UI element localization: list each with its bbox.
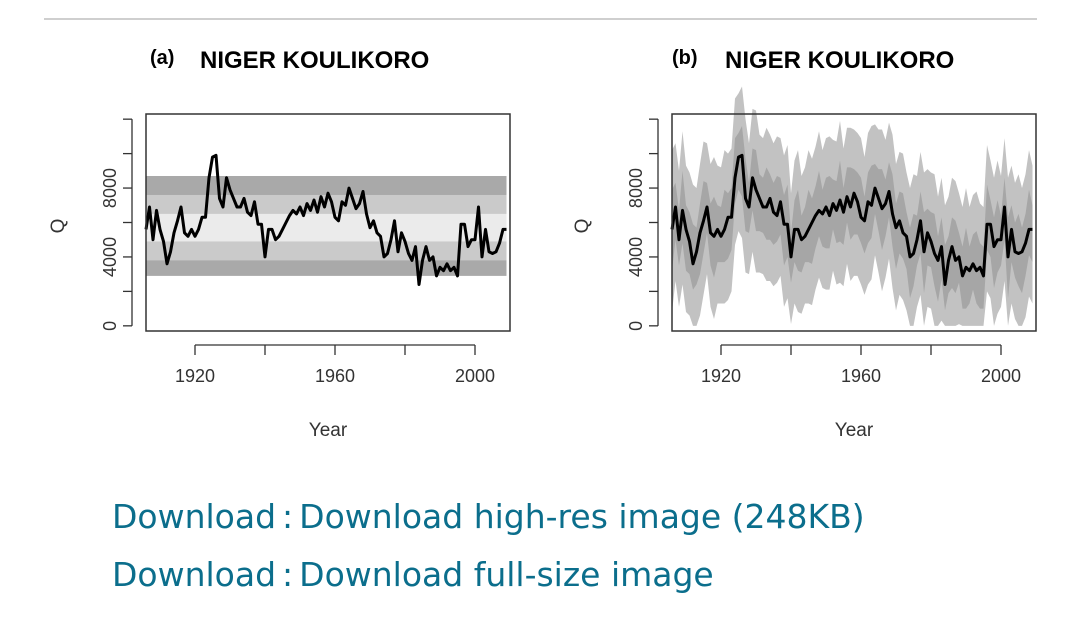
panel-a-ylabel: Q — [48, 219, 69, 234]
download-fullsize-link[interactable]: Download: Download full-size image — [112, 546, 865, 604]
figure-charts: (a) NIGER KOULIKORO 0 4000 8000 1920 1960 20… — [48, 47, 1037, 441]
panel-a: (a) NIGER KOULIKORO 0 4000 8000 1920 1960 20… — [48, 47, 511, 441]
panel-b-label: (b) — [672, 47, 698, 69]
panel-b-x-axis: 1920 1960 2000 — [701, 344, 1021, 386]
download-hires-prefix: Download — [112, 497, 277, 536]
top-divider — [44, 18, 1037, 20]
panel-b-y-tick-label: 4000 — [626, 237, 646, 277]
panel-b-y-tick-label: 0 — [626, 321, 646, 331]
panel-b-y-axis: 0 4000 8000 — [626, 118, 659, 331]
download-hires-separator: : — [282, 497, 294, 536]
panel-b-series-line — [670, 153, 1033, 286]
panel-a-y-tick-label: 4000 — [100, 237, 120, 277]
panel-b-ylabel: Q — [572, 219, 593, 234]
panel-b-plot-frame — [671, 113, 1037, 332]
download-fullsize-text: Download full-size image — [299, 555, 714, 594]
panel-a-plot-frame — [145, 113, 511, 332]
panel-a-x-axis: 1920 1960 2000 — [175, 344, 495, 386]
panel-a-series-line — [144, 153, 507, 286]
panel-a-label: (a) — [150, 47, 174, 69]
panel-a-y-tick-label: 0 — [100, 321, 120, 331]
download-links: Download: Download high-res image (248KB)… — [112, 488, 865, 604]
panel-b-xlabel: Year — [835, 420, 874, 441]
panel-a-y-tick-label: 8000 — [100, 168, 120, 208]
panel-a-xlabel: Year — [309, 420, 348, 441]
panel-b-title: NIGER KOULIKORO — [725, 47, 954, 74]
panel-b-x-tick-label: 2000 — [981, 366, 1021, 386]
download-hires-text: Download high-res image (248KB) — [299, 497, 865, 536]
panel-b-y-tick-label: 8000 — [626, 168, 646, 208]
panel-b-x-tick-label: 1960 — [841, 366, 881, 386]
panel-a-title: NIGER KOULIKORO — [200, 47, 429, 74]
panel-a-y-axis: 0 4000 8000 — [100, 118, 133, 331]
download-fullsize-separator: : — [282, 555, 294, 594]
download-fullsize-prefix: Download — [112, 555, 277, 594]
panel-b-series — [670, 153, 1033, 286]
panel-a-x-tick-label: 2000 — [455, 366, 495, 386]
panel-b-x-tick-label: 1920 — [701, 366, 741, 386]
panel-a-series — [144, 153, 507, 286]
download-hires-link[interactable]: Download: Download high-res image (248KB) — [112, 488, 865, 546]
panel-a-x-tick-label: 1960 — [315, 366, 355, 386]
panel-a-x-tick-label: 1920 — [175, 366, 215, 386]
figure: (a) NIGER KOULIKORO 0 4000 8000 1920 1960 20… — [0, 20, 1080, 460]
panel-b: (b) NIGER KOULIKORO 0 4000 8000 1920 1960 20… — [572, 47, 1037, 441]
